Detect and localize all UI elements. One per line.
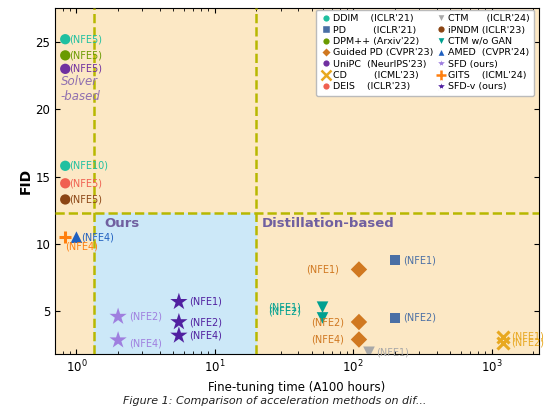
- Text: Solver
-based: Solver -based: [60, 75, 101, 103]
- Text: Distillation-based: Distillation-based: [262, 217, 395, 230]
- Point: [61, 196, 70, 203]
- X-axis label: Fine-tuning time (A100 hours): Fine-tuning time (A100 hours): [208, 382, 386, 394]
- Point: [61, 66, 70, 72]
- Text: (NFE5): (NFE5): [69, 34, 102, 44]
- Point: [390, 257, 399, 263]
- Point: [72, 234, 81, 241]
- Point: [174, 332, 183, 339]
- Point: [355, 266, 364, 273]
- Text: (NFE1): (NFE1): [268, 302, 301, 312]
- Text: Ours: Ours: [104, 217, 140, 230]
- Y-axis label: FID: FID: [19, 168, 32, 194]
- Text: (NFE1): (NFE1): [376, 347, 409, 357]
- Point: [114, 337, 123, 344]
- Text: (NFE5): (NFE5): [69, 178, 102, 188]
- Point: [114, 313, 123, 320]
- Point: [355, 336, 364, 343]
- Legend: DDIM    (ICLR'21), PD         (ICLR'21), DPM++ (Arxiv'22), Guided PD (CVPR'23), : DDIM (ICLR'21), PD (ICLR'21), DPM++ (Arx…: [316, 9, 534, 96]
- Point: [365, 349, 373, 356]
- Point: [318, 304, 327, 311]
- Text: (NFE2): (NFE2): [311, 317, 344, 327]
- Text: (NFE1): (NFE1): [511, 332, 544, 342]
- Point: [355, 319, 364, 325]
- Text: (NFE4): (NFE4): [311, 335, 344, 344]
- Point: [61, 180, 70, 187]
- Point: [174, 319, 183, 325]
- Text: (NFE5): (NFE5): [69, 50, 102, 61]
- Point: [318, 315, 327, 321]
- Text: (NFE2): (NFE2): [268, 306, 301, 316]
- Point: [61, 36, 70, 42]
- Point: [61, 162, 70, 169]
- Text: (NFE5): (NFE5): [69, 64, 102, 74]
- Text: (NFE4): (NFE4): [189, 330, 222, 340]
- Text: (NFE4): (NFE4): [81, 232, 114, 242]
- Point: [174, 299, 183, 305]
- Text: (NFE2): (NFE2): [511, 338, 544, 348]
- Text: (NFE1): (NFE1): [306, 265, 339, 274]
- Text: (NFE5): (NFE5): [69, 194, 102, 204]
- Text: (NFE4): (NFE4): [65, 241, 98, 252]
- Text: Figure 1: Comparison of acceleration methods on dif...: Figure 1: Comparison of acceleration met…: [123, 396, 427, 406]
- Text: (NFE2): (NFE2): [129, 311, 162, 322]
- Point: [390, 315, 399, 321]
- Text: (NFE1): (NFE1): [403, 255, 436, 265]
- Text: (NFE4): (NFE4): [129, 339, 162, 349]
- Text: (NFE1): (NFE1): [189, 297, 222, 307]
- Text: (NFE2): (NFE2): [189, 317, 222, 327]
- Text: (NFE10): (NFE10): [69, 161, 108, 171]
- Point: [61, 52, 70, 59]
- Text: (NFE2): (NFE2): [403, 313, 436, 323]
